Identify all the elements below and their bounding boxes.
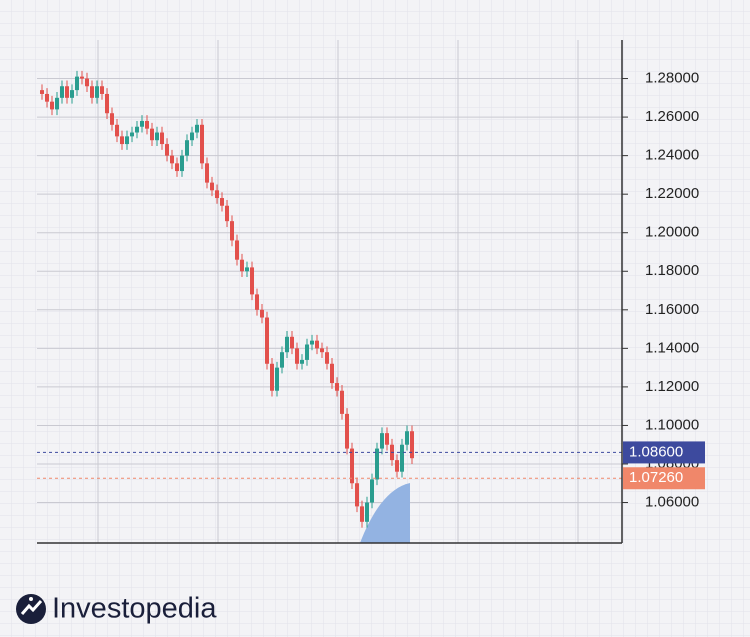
y-tick-label: 1.16000 xyxy=(645,301,699,318)
level-box xyxy=(623,467,705,490)
candle-body xyxy=(120,136,124,145)
candle-body xyxy=(200,124,204,164)
candle-body xyxy=(145,120,149,129)
candle-body xyxy=(285,336,289,353)
candle-body xyxy=(305,344,309,360)
candle-body xyxy=(375,448,379,480)
candle-body xyxy=(270,363,274,391)
y-tick-label: 1.14000 xyxy=(645,339,699,356)
candle-body xyxy=(150,128,154,141)
candle-body xyxy=(105,93,109,114)
candle-body xyxy=(320,348,324,353)
candle-body xyxy=(245,267,249,272)
candle-body xyxy=(85,78,89,87)
candle-body xyxy=(250,267,254,295)
candle-body xyxy=(135,126,139,133)
candle-body xyxy=(335,383,339,391)
candle-body xyxy=(240,259,244,272)
candle-body xyxy=(140,120,144,127)
candle-body xyxy=(170,155,174,164)
level-box xyxy=(623,441,705,464)
candle-body xyxy=(295,348,299,364)
candle-body xyxy=(310,340,314,345)
candle-body xyxy=(130,132,134,137)
candle-body xyxy=(405,431,409,445)
candle-body xyxy=(100,86,104,94)
candle-body xyxy=(350,448,354,484)
candle-body xyxy=(345,413,349,449)
candle-body xyxy=(180,155,184,172)
candle-body xyxy=(80,76,84,79)
candle-body xyxy=(125,136,129,145)
candle-body xyxy=(95,86,99,98)
candle-body xyxy=(40,90,44,94)
logo: Investopedia xyxy=(16,593,217,625)
candle-body xyxy=(340,390,344,414)
candle-body xyxy=(290,336,294,349)
candle-body xyxy=(215,190,219,199)
candle-body xyxy=(370,479,374,503)
candle-body xyxy=(190,132,194,141)
candle-body xyxy=(160,132,164,145)
candle-body xyxy=(400,444,404,472)
candle-body xyxy=(235,240,239,260)
candle-body xyxy=(55,97,59,110)
candle-body xyxy=(110,113,114,125)
candle-body xyxy=(385,433,389,445)
candle-body xyxy=(380,433,384,449)
candle-body xyxy=(230,221,234,241)
level-label: 1.08600 xyxy=(629,443,683,460)
highlight-area xyxy=(360,483,410,543)
y-tick-label: 1.22000 xyxy=(645,185,699,202)
candle-body xyxy=(225,205,229,222)
y-tick-label: 1.18000 xyxy=(645,262,699,279)
label-layer: 1.060001.080001.100001.120001.140001.160… xyxy=(623,70,705,510)
candle-body xyxy=(155,132,159,141)
candle-body xyxy=(355,483,359,507)
candle-body xyxy=(410,431,414,459)
plot-layer xyxy=(37,70,622,528)
candle-body xyxy=(195,124,199,133)
candle-body xyxy=(205,163,209,183)
candle-body xyxy=(165,144,169,156)
candle-body xyxy=(315,340,319,349)
y-tick-label: 1.06000 xyxy=(645,493,699,510)
y-tick-label: 1.24000 xyxy=(645,147,699,164)
candle-body xyxy=(60,86,64,98)
candle-body xyxy=(65,86,69,98)
y-tick-label: 1.26000 xyxy=(645,108,699,125)
level-label: 1.07260 xyxy=(629,469,683,486)
candle-body xyxy=(115,124,119,137)
candle-body xyxy=(365,502,369,522)
candle-body xyxy=(70,90,74,98)
y-tick-label: 1.20000 xyxy=(645,224,699,241)
candle-body xyxy=(255,294,259,310)
candle-body xyxy=(330,363,334,384)
candle-body xyxy=(220,198,224,206)
y-tick-label: 1.28000 xyxy=(645,70,699,87)
vertical-grid xyxy=(97,40,579,543)
candle-body xyxy=(275,367,279,391)
candle-body xyxy=(45,93,49,102)
candle-body xyxy=(325,352,329,364)
brand: Investopedia xyxy=(52,593,217,625)
candle-body xyxy=(90,86,94,98)
grid-layer xyxy=(37,78,628,504)
y-tick-label: 1.10000 xyxy=(645,416,699,433)
y-tick-label: 1.12000 xyxy=(645,378,699,395)
candle-body xyxy=(185,140,189,156)
candle-body xyxy=(300,359,304,364)
candle-body xyxy=(360,506,364,522)
candle-body xyxy=(395,460,399,472)
candle-body xyxy=(265,317,269,364)
candle-body xyxy=(210,182,214,191)
candle-body xyxy=(280,352,284,368)
candle-body xyxy=(260,309,264,318)
candle-body xyxy=(50,101,54,110)
candle-body xyxy=(75,76,79,91)
candle-body xyxy=(175,163,179,172)
